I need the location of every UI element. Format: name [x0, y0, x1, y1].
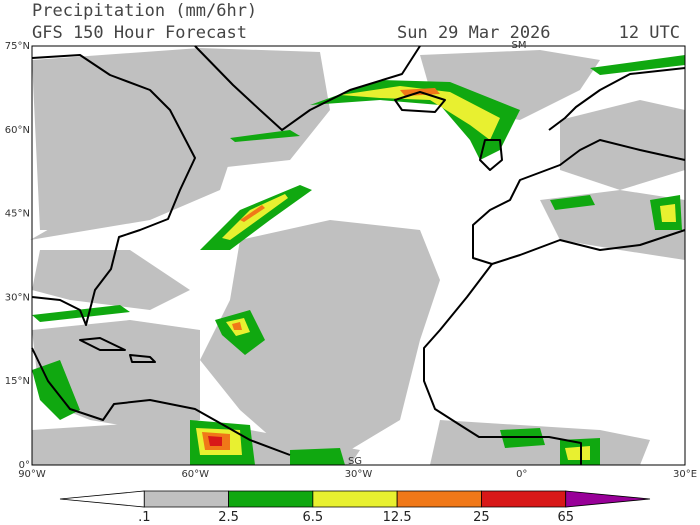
colorbar-label: 25 — [473, 510, 490, 525]
map-area: SM SG — [30, 40, 686, 467]
colorbar: .1 2.5 6.5 12.5 25 65 — [59, 490, 651, 525]
lat-label: 30°N — [5, 292, 30, 303]
colorbar-swatch — [228, 490, 314, 508]
colorbar-label: 2.5 — [218, 510, 239, 525]
colorbar-swatch — [481, 490, 567, 508]
lon-label: 60°W — [181, 469, 209, 480]
colorbar-label: 65 — [557, 510, 574, 525]
colorbar-label: 6.5 — [303, 510, 324, 525]
lat-label: 15°N — [5, 376, 30, 387]
lon-label: 90°W — [18, 469, 46, 480]
subtitle: GFS 150 Hour Forecast — [32, 23, 247, 43]
map-frame — [31, 45, 686, 466]
title: Precipitation (mm/6hr) — [32, 1, 257, 21]
colorbar-label: 12.5 — [383, 510, 412, 525]
lon-label: 30°W — [345, 469, 373, 480]
lat-label: 75°N — [5, 41, 30, 52]
time: 12 UTC — [619, 23, 680, 43]
colorbar-swatch — [396, 490, 482, 508]
annotation: SM — [512, 40, 527, 51]
axis-labels: 75°N60°N45°N30°N15°N0°90°W 60°W 30°W 0° 30°E — [5, 41, 697, 480]
lon-label: 0° — [516, 469, 527, 480]
colorbar-swatch — [565, 490, 651, 508]
colorbar-label: .1 — [138, 510, 150, 525]
lat-label: 0° — [19, 460, 30, 471]
colorbar-swatch — [59, 490, 145, 508]
date: Sun 29 Mar 2026 — [397, 23, 551, 43]
lat-label: 60°N — [5, 125, 30, 136]
lon-label: 30°E — [673, 469, 697, 480]
annotation: SG — [348, 456, 362, 467]
lat-label: 45°N — [5, 209, 30, 220]
colorbar-swatch — [312, 490, 398, 508]
colorbar-swatch — [143, 490, 229, 508]
coastlines — [31, 45, 686, 465]
